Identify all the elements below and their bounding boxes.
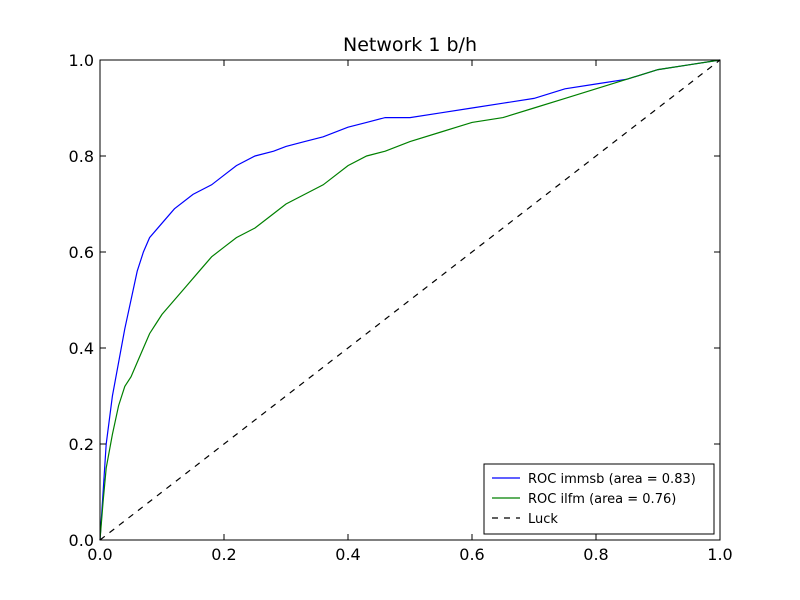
legend: ROC immsb (area = 0.83) ROC ilfm (area = … (483, 463, 715, 535)
legend-box (483, 463, 715, 535)
x-tick-label: 1.0 (707, 545, 732, 564)
axes-layer: 0.0 0.2 0.4 0.6 0.8 1.0 0.0 0.2 0.4 0.6 0.8 1.0 (69, 51, 733, 564)
y-tick-label: 1.0 (69, 51, 94, 70)
y-tick-label: 0.6 (69, 243, 94, 262)
legend-label: ROC ilfm (area = 0.76) (528, 492, 676, 507)
x-tick-label: 0.2 (211, 545, 236, 564)
series-line-roc-immsb-area-0-83 (99, 59, 721, 541)
axes-frame (99, 59, 721, 541)
series-line-roc-ilfm-area-0-76 (99, 59, 721, 541)
x-tick-label: 0.8 (583, 545, 608, 564)
legend-label: Luck (528, 512, 558, 527)
y-tick-label: 0.0 (69, 531, 94, 550)
x-tick-label: 0.6 (459, 545, 484, 564)
legend-label: ROC immsb (area = 0.83) (528, 472, 696, 487)
y-tick-label: 0.8 (69, 147, 94, 166)
y-tick-label: 0.4 (69, 339, 94, 358)
series-line-luck (99, 59, 721, 541)
x-tick-label: 0.4 (335, 545, 360, 564)
y-tick-label: 0.2 (69, 435, 94, 454)
x-tick-label: 0.0 (87, 545, 112, 564)
plot-area (99, 59, 721, 541)
chart-title: Network 1 b/h (342, 34, 477, 56)
